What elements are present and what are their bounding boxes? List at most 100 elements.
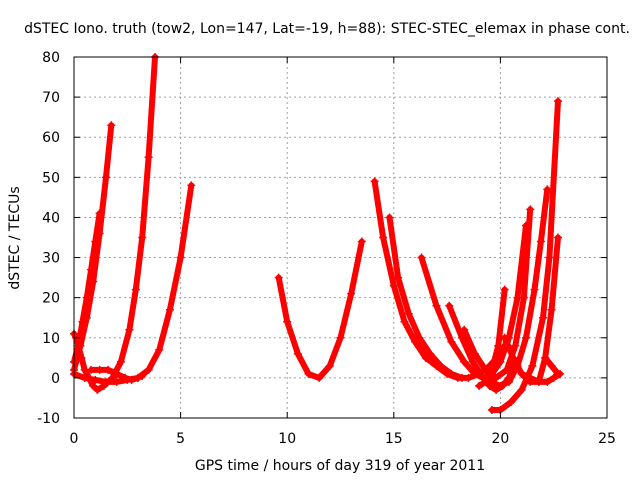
data-point <box>504 377 513 386</box>
data-point <box>138 371 147 380</box>
data-point <box>187 181 196 190</box>
data-point <box>500 285 509 294</box>
axis-ticks: 0 5 10 15 20 25 -10 0 10 20 30 40 50 60 70 80 <box>37 50 616 447</box>
data-point <box>517 385 526 394</box>
data-point <box>553 233 562 242</box>
data-point <box>78 317 87 326</box>
data-point <box>315 373 324 382</box>
data-point <box>394 273 403 282</box>
data-point <box>74 341 83 350</box>
x-tick-label: 25 <box>598 431 616 447</box>
data-point <box>468 357 477 366</box>
y-tick-label: 30 <box>42 251 60 267</box>
data-point <box>500 333 509 342</box>
data-point <box>487 405 496 414</box>
data-point <box>541 353 550 362</box>
y-tick-label: 80 <box>42 50 60 66</box>
data-point <box>77 353 86 362</box>
data-point <box>421 353 430 362</box>
data-point <box>379 233 388 242</box>
data-point <box>304 369 313 378</box>
data-point <box>417 253 426 262</box>
data-point <box>539 313 548 322</box>
data-point <box>357 237 366 246</box>
data-point <box>487 365 496 374</box>
data-point <box>530 285 539 294</box>
data-point <box>95 365 104 374</box>
data-point <box>389 281 398 290</box>
data-point <box>176 253 185 262</box>
data-point <box>494 381 503 390</box>
data-point <box>426 349 435 358</box>
data-point <box>470 349 479 358</box>
data-point <box>545 253 554 262</box>
x-tick-label: 0 <box>70 431 79 447</box>
data-point <box>549 373 558 382</box>
x-tick-label: 5 <box>176 431 185 447</box>
data-point <box>89 381 98 390</box>
data-point <box>447 369 456 378</box>
data-point <box>107 121 116 130</box>
data-point <box>165 305 174 314</box>
data-point <box>534 377 543 386</box>
data-point <box>507 397 516 406</box>
data-layer <box>70 53 565 414</box>
data-point <box>93 385 102 394</box>
y-tick-label: 10 <box>42 331 60 347</box>
chart-title: dSTEC Iono. truth (tow2, Lon=147, Lat=-1… <box>24 21 630 37</box>
x-axis-label: GPS time / hours of day 319 of year 2011 <box>195 458 485 474</box>
data-point <box>458 373 467 382</box>
y-tick-label: 50 <box>42 170 60 186</box>
data-point <box>547 305 556 314</box>
series-arc-8 <box>386 214 465 381</box>
y-tick-label: 20 <box>42 291 60 307</box>
data-point <box>112 369 121 378</box>
data-point <box>127 375 136 384</box>
data-point <box>131 285 140 294</box>
data-point <box>155 345 164 354</box>
y-tick-label: 0 <box>51 371 60 387</box>
data-point <box>138 233 147 242</box>
data-point <box>519 293 528 302</box>
x-tick-label: 15 <box>385 431 403 447</box>
x-tick-label: 10 <box>278 431 296 447</box>
series-arc-3 <box>71 54 158 393</box>
data-point <box>87 365 96 374</box>
data-point <box>293 349 302 358</box>
series-arc-7 <box>371 178 510 381</box>
data-point <box>347 289 356 298</box>
data-point <box>385 213 394 222</box>
data-point <box>509 353 518 362</box>
data-point <box>517 369 526 378</box>
data-point <box>91 375 100 384</box>
y-tick-label: 70 <box>42 90 60 106</box>
data-point <box>415 333 424 342</box>
data-point <box>404 309 413 318</box>
y-tick-label: 60 <box>42 130 60 146</box>
data-point <box>144 153 153 162</box>
data-point <box>274 273 283 282</box>
data-point <box>547 361 556 370</box>
data-point <box>101 377 110 386</box>
data-point <box>104 365 113 374</box>
data-point <box>460 325 469 334</box>
data-point <box>445 301 454 310</box>
data-point <box>91 237 100 246</box>
data-point <box>336 333 345 342</box>
data-point <box>370 177 379 186</box>
data-point <box>543 377 552 386</box>
series-arc-11 <box>461 206 534 381</box>
data-point <box>80 373 89 382</box>
data-point <box>475 381 484 390</box>
data-point <box>133 373 142 382</box>
data-point <box>116 357 125 366</box>
data-point <box>436 361 445 370</box>
data-point <box>121 373 130 382</box>
data-point <box>536 237 545 246</box>
series-arc-6 <box>275 238 365 381</box>
data-point <box>483 373 492 382</box>
data-point <box>528 361 537 370</box>
data-point <box>543 185 552 194</box>
data-point <box>95 209 104 218</box>
